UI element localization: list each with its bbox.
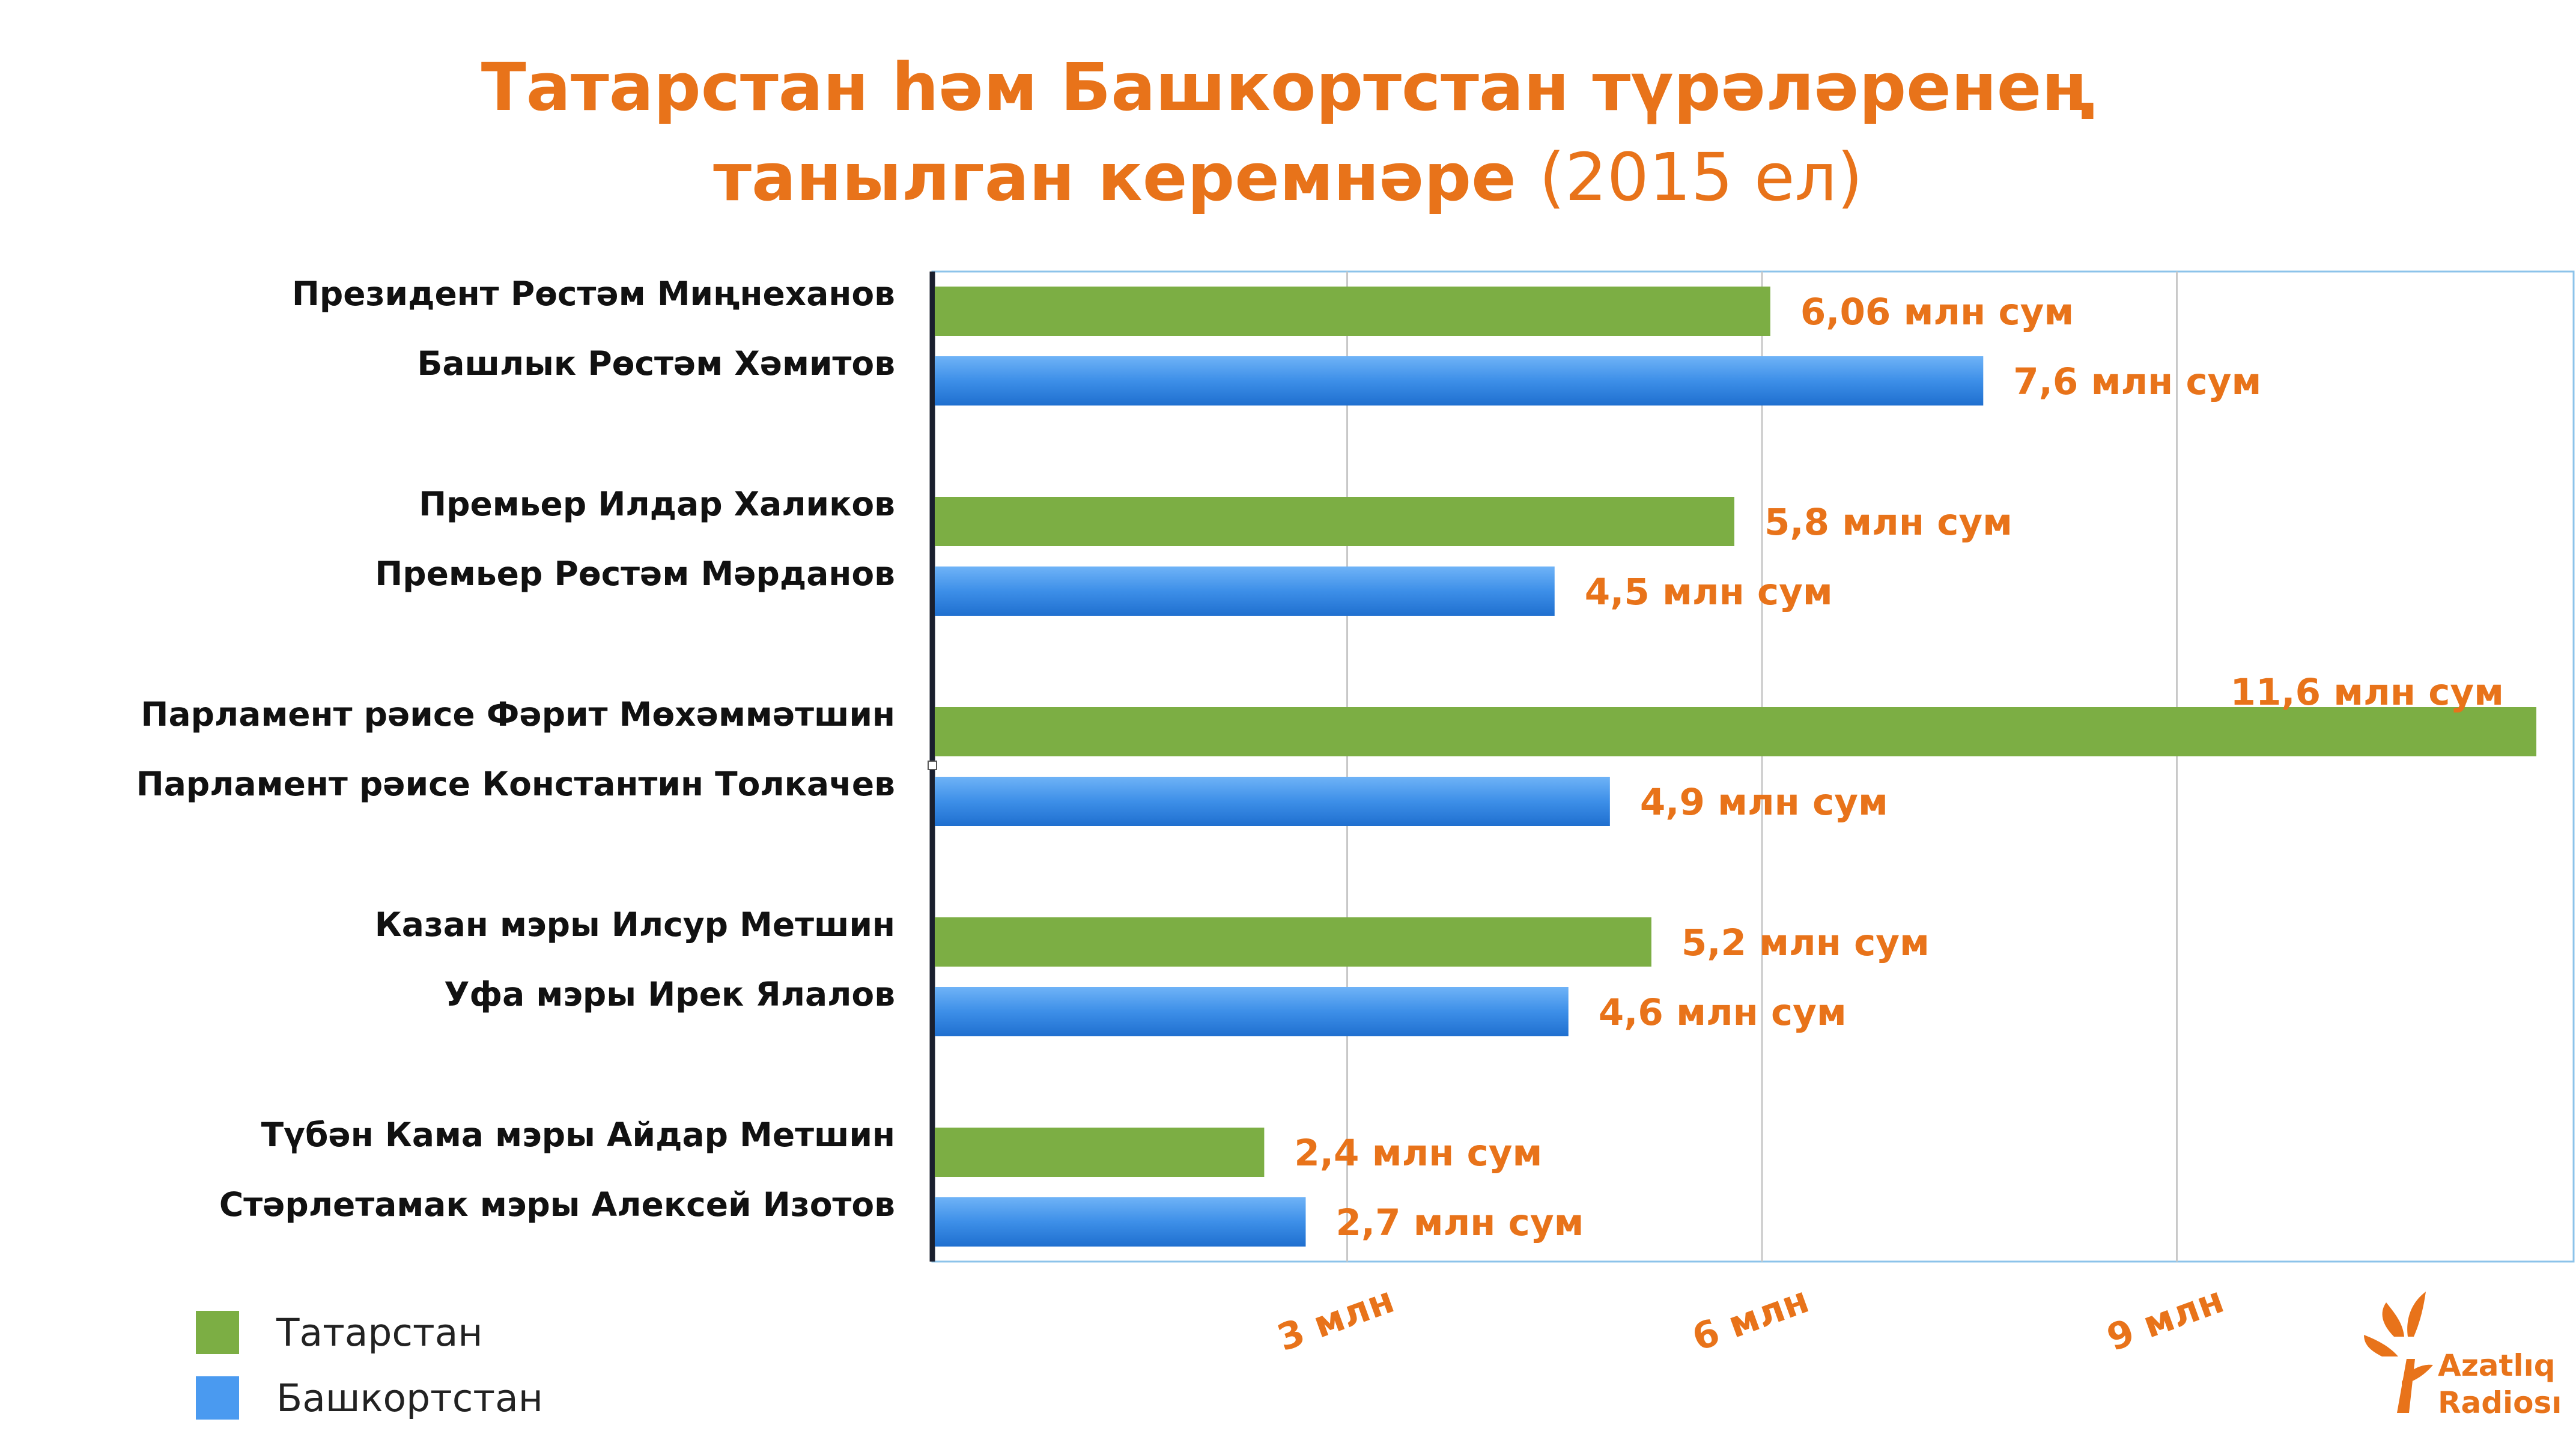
legend-swatch-0 [196,1311,239,1354]
bar-1 [935,356,1984,406]
x-tick-label: 9 млн [2101,1278,2229,1359]
x-tick-label: 6 млн [1687,1278,1815,1359]
legend-label: Татарстан [276,1311,483,1355]
category-label: Президент Рөстәм Миңнеханов [292,275,895,313]
value-label: 2,7 млн сум [1335,1201,1584,1244]
gridlines [1346,272,2178,1262]
plot-area-border [931,270,2575,1263]
legend: Татарстан Башкортстан [196,1311,543,1420]
bar-4 [935,707,2536,756]
value-label: 4,5 млн сум [1585,571,1833,613]
category-label: Премьер Илдар Халиков [419,485,895,523]
chart-title-line2-bold: танылган керемнәре [713,139,1516,216]
logo-text-line2: Radiosı [2438,1385,2562,1420]
legend-label: Башкортстан [276,1376,543,1420]
category-label: Премьер Рөстәм Мәрданов [375,554,895,593]
value-label: 5,8 млн сум [1764,501,2012,544]
category-label: Уфа мэры Ирек Ялалов [444,975,895,1013]
chart-title: Татарстан һәм Башкортстан түрәләренең та… [0,42,2576,222]
azatliq-logo: Azatlıq Radiosı [2364,1292,2562,1420]
chart-title-year: (2015 ел) [1539,139,1863,216]
category-label: Казан мэры Илсур Метшин [375,905,895,944]
axis-handle [928,761,937,770]
bar-series [935,287,2536,1247]
value-label: 4,9 млн сум [1640,781,1888,824]
value-label: 6,06 млн сум [1800,291,2074,333]
value-label: 4,6 млн сум [1599,991,1847,1034]
logo-text-line1: Azatlıq [2438,1348,2556,1383]
bar-0 [935,287,1770,336]
category-labels: Президент Рөстәм Миңнеханов Башлык Рөстәм… [136,275,895,1224]
value-label: 7,6 млн сум [2013,360,2261,403]
category-label: Парламент рәисе Фәрит Мөхәммәтшин [141,695,895,734]
bar-2 [935,497,1734,546]
category-label: Стәрлетамак мэры Алексей Изотов [219,1185,895,1224]
x-tick-labels: 3 млн 6 млн 9 млн [1272,1278,2229,1359]
legend-swatch-1 [196,1376,239,1420]
bar-5 [935,777,1610,826]
bar-9 [935,1197,1306,1247]
bar-7 [935,987,1569,1036]
category-label: Парламент рәисе Константин Толкачев [136,765,895,803]
bar-3 [935,567,1555,616]
bar-8 [935,1128,1265,1177]
logo-flame-icon [2364,1292,2433,1413]
chart-title-line2: танылган керемнәре (2015 ел) [0,132,2576,222]
category-label: Башлык Рөстәм Хәмитов [417,344,895,383]
value-label: 5,2 млн сум [1681,922,1930,964]
value-label: 2,4 млн сум [1294,1132,1542,1174]
bar-6 [935,917,1651,967]
x-tick-label: 3 млн [1272,1278,1400,1359]
category-label: Түбән Кама мэры Айдар Метшин [261,1116,895,1154]
chart-title-line1: Татарстан һәм Башкортстан түрәләренең [481,49,2095,126]
value-label: 11,6 млн сум [2231,671,2504,714]
value-labels: 6,06 млн сум 7,6 млн сум 5,8 млн сум 4,5 мл… [1294,291,2504,1244]
